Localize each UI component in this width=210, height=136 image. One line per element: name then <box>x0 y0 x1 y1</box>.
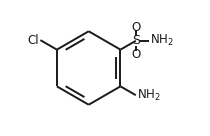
Text: NH$_2$: NH$_2$ <box>150 33 174 48</box>
Text: Cl: Cl <box>28 34 39 47</box>
Text: S: S <box>132 34 140 47</box>
Text: NH$_2$: NH$_2$ <box>137 88 161 103</box>
Text: O: O <box>131 21 140 34</box>
Text: O: O <box>131 48 140 61</box>
